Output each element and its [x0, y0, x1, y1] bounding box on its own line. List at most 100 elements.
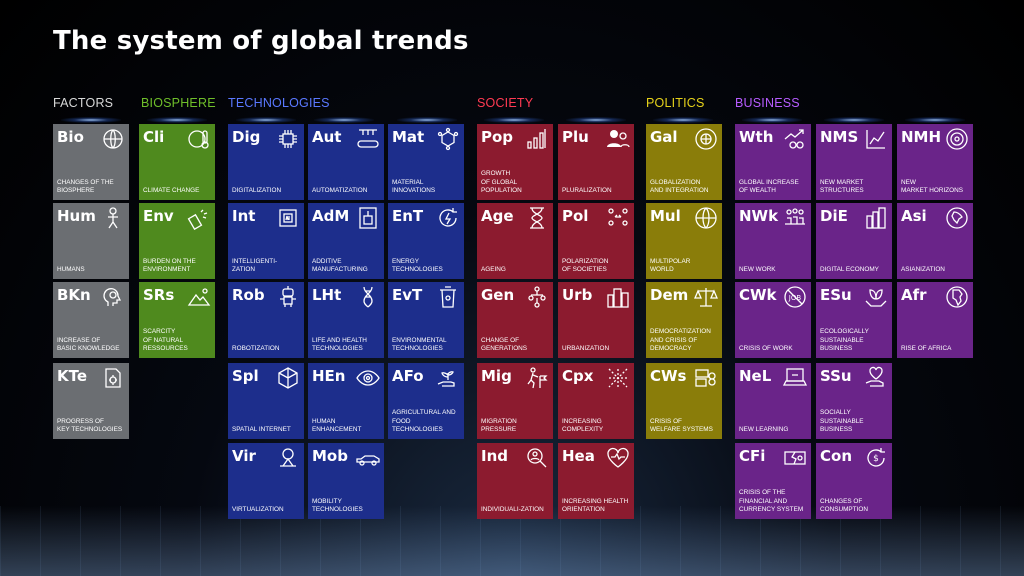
- trend-tile-env[interactable]: Env BURDEN ON THE ENVIRONMENT: [139, 203, 215, 279]
- trend-tile-dig[interactable]: Dig DIGITALIZATION: [228, 124, 304, 200]
- tile-label: NEW LEARNING: [739, 426, 789, 434]
- trend-tile-cwk[interactable]: CWk JOB CRISIS OF WORK: [735, 282, 811, 358]
- category-biosphere: BIOSPHERE: [141, 96, 216, 110]
- trend-tile-cws[interactable]: CWs CRISIS OF WELFARE SYSTEMS: [646, 363, 722, 439]
- trend-tile-gen[interactable]: Gen CHANGE OF GENERATIONS: [477, 282, 553, 358]
- tile-abbr: SSu: [820, 367, 852, 385]
- tile-label: DIGITALIZATION: [232, 187, 282, 195]
- trend-tile-nmh[interactable]: NMH NEW MARKET HORIZONS: [897, 124, 973, 200]
- trend-tile-nwk[interactable]: NWk NEW WORK: [735, 203, 811, 279]
- category-politics: POLITICS: [646, 96, 705, 110]
- broken-money-icon: [783, 446, 807, 470]
- molecule-icon: [436, 127, 460, 151]
- tile-label: ENVIRONMENTAL TECHNOLOGIES: [392, 336, 447, 353]
- tile-label: PROGRESS OF KEY TECHNOLOGIES: [57, 417, 123, 434]
- tile-label: ADDITIVE MANUFACTURING: [312, 257, 368, 274]
- trend-tile-bio[interactable]: Bio CHANGES OF THE BIOSPHERE: [53, 124, 129, 200]
- trend-tile-kte[interactable]: KTe PROGRESS OF KEY TECHNOLOGIES: [53, 363, 129, 439]
- trend-tile-plu[interactable]: Plu PLURALIZATION: [558, 124, 634, 200]
- trend-tile-lht[interactable]: LHt LIFE AND HEALTH TECHNOLOGIES: [308, 282, 384, 358]
- tile-abbr: Gen: [481, 286, 515, 304]
- tile-abbr: DiE: [820, 207, 848, 225]
- trend-tile-aut[interactable]: Aut AUTOMATIZATION: [308, 124, 384, 200]
- tile-label: NEW MARKET HORIZONS: [901, 178, 964, 195]
- tile-label: INCREASE OF BASIC KNOWLEDGE: [57, 336, 120, 353]
- tile-label: BURDEN ON THE ENVIRONMENT: [143, 257, 196, 274]
- tile-label: PLURALIZATION: [562, 187, 612, 195]
- tile-abbr: Plu: [562, 128, 589, 146]
- trend-tile-ssu[interactable]: SSu SOCIALLY SUSTAINABLE BUSINESS: [816, 363, 892, 439]
- trend-tile-mob[interactable]: Mob MOBILITY TECHNOLOGIES: [308, 443, 384, 519]
- trend-tile-pop[interactable]: Pop GROWTH OF GLOBAL POPULATION: [477, 124, 553, 200]
- laptop-icon: [783, 366, 807, 390]
- trend-tile-dem[interactable]: Dem DEMOCRATIZATION AND CRISIS OF DEMOCR…: [646, 282, 722, 358]
- tile-label: VIRTUALIZATION: [232, 506, 284, 514]
- trend-tile-evt[interactable]: EvT ENVIRONMENTAL TECHNOLOGIES: [388, 282, 464, 358]
- trend-tile-con[interactable]: Con $ CHANGES OF CONSUMPTION: [816, 443, 892, 519]
- header-glow: [653, 117, 713, 123]
- tile-label: CRISIS OF THE FINANCIAL AND CURRENCY SYS…: [739, 489, 804, 514]
- tile-label: CRISIS OF WORK: [739, 345, 793, 353]
- header-glow: [147, 117, 207, 123]
- trend-tile-mig[interactable]: Mig MIGRATION PRESSURE: [477, 363, 553, 439]
- trend-tile-urb[interactable]: Urb URBANIZATION: [558, 282, 634, 358]
- trend-tile-afo[interactable]: AFo AGRICULTURAL AND FOOD TECHNOLOGIES: [388, 363, 464, 439]
- trend-tile-nel[interactable]: NeL NEW LEARNING: [735, 363, 811, 439]
- city-icon: [606, 285, 630, 309]
- conveyor-icon: [356, 127, 380, 151]
- trend-tile-adm[interactable]: AdM ADDITIVE MANUFACTURING: [308, 203, 384, 279]
- head-brain-icon: [101, 285, 125, 309]
- globe-icon: [694, 206, 718, 230]
- tile-abbr: Hum: [57, 207, 96, 225]
- trend-tile-nms[interactable]: NMS NEW MARKET STRUCTURES: [816, 124, 892, 200]
- trend-tile-pol[interactable]: Pol POLARIZATION OF SOCIETIES: [558, 203, 634, 279]
- tile-label: INCREASING COMPLEXITY: [562, 417, 604, 434]
- trend-tile-mul[interactable]: Mul MULTIPOLAR WORLD: [646, 203, 722, 279]
- svg-text:$: $: [873, 454, 879, 464]
- heart-hand-icon: [864, 366, 888, 390]
- users-icon: [606, 127, 630, 151]
- trend-tile-die[interactable]: DiE DIGITAL ECONOMY: [816, 203, 892, 279]
- target-icon: [945, 127, 969, 151]
- trend-tile-afr[interactable]: Afr RISE OF AFRICA: [897, 282, 973, 358]
- trend-tile-hum[interactable]: Hum HUMANS: [53, 203, 129, 279]
- trend-tile-srs[interactable]: SRs SCARCITY OF NATURAL RESSOURCES: [139, 282, 215, 358]
- tile-abbr: Wth: [739, 128, 774, 146]
- trend-tile-ent[interactable]: EnT ENERGY TECHNOLOGIES: [388, 203, 464, 279]
- tile-abbr: EvT: [392, 286, 423, 304]
- hologram-icon: [276, 446, 300, 470]
- tile-label: AGEING: [481, 266, 506, 274]
- buildings-icon: [864, 206, 888, 230]
- tile-abbr: Int: [232, 207, 256, 225]
- page-title: The system of global trends: [53, 26, 469, 56]
- trend-tile-ind[interactable]: Ind INDIVIDUALI-ZATION: [477, 443, 553, 519]
- tile-abbr: CWk: [739, 286, 777, 304]
- tile-abbr: Spl: [232, 367, 259, 385]
- tile-label: MATERIAL INNOVATIONS: [392, 178, 436, 195]
- trend-tile-int[interactable]: Int INTELLIGENTI- ZATION: [228, 203, 304, 279]
- tile-abbr: Rob: [232, 286, 265, 304]
- trend-tile-esu[interactable]: ESu ECOLOGICALLY SUSTAINABLE BUSINESS: [816, 282, 892, 358]
- 3d-printer-icon: [356, 206, 380, 230]
- tile-label: CLIMATE CHANGE: [143, 187, 200, 195]
- tile-abbr: Age: [481, 207, 514, 225]
- trend-tile-cpx[interactable]: Cpx INCREASING COMPLEXITY: [558, 363, 634, 439]
- header-glow: [742, 117, 802, 123]
- trend-tile-asi[interactable]: Asi ASIANIZATION: [897, 203, 973, 279]
- trend-tile-gal[interactable]: Gal GLOBALIZATION AND INTEGRATION: [646, 124, 722, 200]
- trend-tile-spl[interactable]: Spl SPATIAL INTERNET: [228, 363, 304, 439]
- trend-tile-vir[interactable]: Vir VIRTUALIZATION: [228, 443, 304, 519]
- trend-tile-age[interactable]: Age AGEING: [477, 203, 553, 279]
- trend-tile-wth[interactable]: Wth GLOBAL INCREASE OF WEALTH: [735, 124, 811, 200]
- trend-tile-mat[interactable]: Mat MATERIAL INNOVATIONS: [388, 124, 464, 200]
- trend-tile-hea[interactable]: Hea INCREASING HEALTH ORIENTATION: [558, 443, 634, 519]
- tile-abbr: Mul: [650, 207, 681, 225]
- trend-tile-bkn[interactable]: BKn INCREASE OF BASIC KNOWLEDGE: [53, 282, 129, 358]
- trend-tile-cli[interactable]: Cli CLIMATE CHANGE: [139, 124, 215, 200]
- heart-pulse-icon: [606, 446, 630, 470]
- tile-abbr: Urb: [562, 286, 593, 304]
- trend-tile-cfi[interactable]: CFi CRISIS OF THE FINANCIAL AND CURRENCY…: [735, 443, 811, 519]
- tile-label: INDIVIDUALI-ZATION: [481, 506, 544, 514]
- trend-tile-rob[interactable]: Rob ROBOTIZATION: [228, 282, 304, 358]
- trend-tile-hen[interactable]: HEn HUMAN ENHANCEMENT: [308, 363, 384, 439]
